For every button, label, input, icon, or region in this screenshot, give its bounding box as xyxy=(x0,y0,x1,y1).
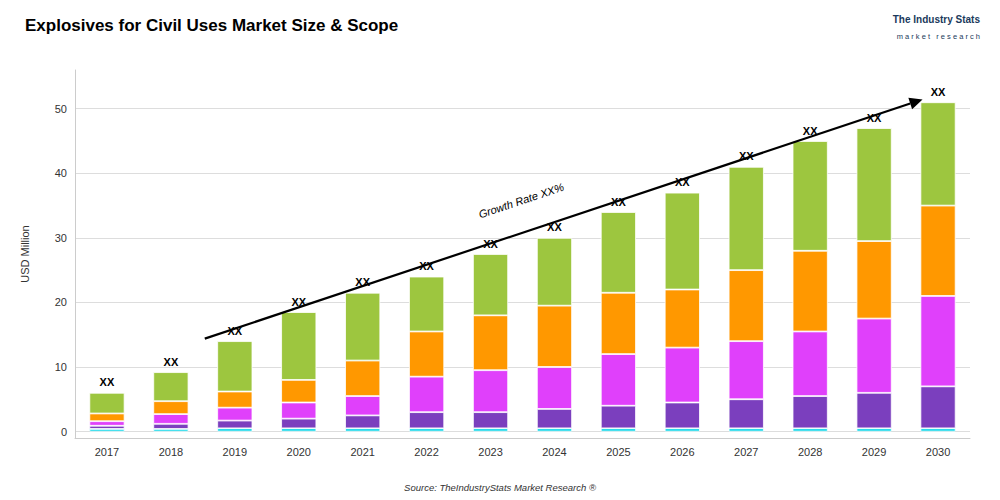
svg-text:2017: 2017 xyxy=(95,446,119,458)
svg-text:2030: 2030 xyxy=(926,446,950,458)
svg-text:2029: 2029 xyxy=(862,446,886,458)
svg-text:XX: XX xyxy=(931,86,946,98)
svg-text:2021: 2021 xyxy=(350,446,374,458)
svg-text:20: 20 xyxy=(55,296,67,308)
svg-text:Growth Rate XX%: Growth Rate XX% xyxy=(477,181,566,221)
svg-text:2024: 2024 xyxy=(542,446,566,458)
svg-text:XX: XX xyxy=(291,295,307,308)
svg-text:XX: XX xyxy=(547,221,562,234)
svg-text:2020: 2020 xyxy=(287,446,311,458)
svg-text:The Industry Stats: The Industry Stats xyxy=(893,14,981,25)
svg-text:USD Million: USD Million xyxy=(19,225,31,282)
svg-text:XX: XX xyxy=(483,237,498,250)
svg-text:XX: XX xyxy=(738,150,754,163)
svg-text:XX: XX xyxy=(100,376,115,388)
svg-text:m a r k e t r e s e a r c h: m a r k e t r e s e a r c h xyxy=(897,32,980,41)
svg-text:XX: XX xyxy=(675,176,690,189)
svg-text:XX: XX xyxy=(866,111,882,124)
svg-text:2018: 2018 xyxy=(159,446,183,458)
svg-text:2022: 2022 xyxy=(414,446,438,458)
svg-text:10: 10 xyxy=(55,361,67,373)
svg-text:XX: XX xyxy=(164,356,179,368)
svg-text:Explosives for Civil Uses Mark: Explosives for Civil Uses Market Size & … xyxy=(25,16,398,35)
svg-text:40: 40 xyxy=(55,167,67,179)
svg-text:2019: 2019 xyxy=(223,446,247,458)
svg-text:2023: 2023 xyxy=(478,446,502,458)
svg-text:30: 30 xyxy=(55,232,67,244)
svg-text:2025: 2025 xyxy=(606,446,630,458)
svg-text:XX: XX xyxy=(419,260,434,273)
svg-text:XX: XX xyxy=(611,195,626,208)
svg-text:2028: 2028 xyxy=(798,446,822,458)
svg-text:2027: 2027 xyxy=(734,446,758,458)
svg-text:2026: 2026 xyxy=(670,446,694,458)
svg-text:XX: XX xyxy=(227,324,243,337)
svg-text:50: 50 xyxy=(55,103,67,115)
svg-text:XX: XX xyxy=(355,276,370,289)
svg-text:XX: XX xyxy=(802,124,818,137)
svg-text:Source: TheIndustryStats Marke: Source: TheIndustryStats Market Research… xyxy=(404,482,596,493)
svg-text:0: 0 xyxy=(61,426,67,438)
